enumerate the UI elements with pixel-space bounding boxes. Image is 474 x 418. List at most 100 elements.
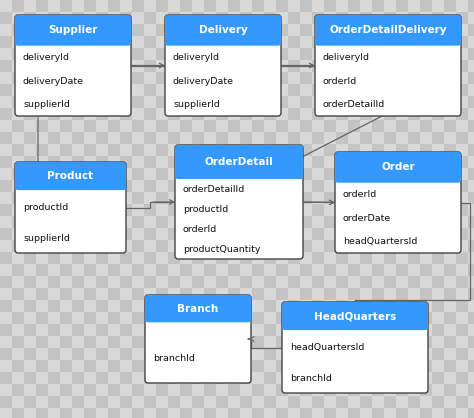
Bar	[108, 360, 120, 372]
Bar	[36, 228, 48, 240]
Bar	[168, 36, 180, 48]
Bar	[192, 276, 204, 288]
Bar	[312, 372, 324, 384]
Bar	[384, 204, 396, 216]
Bar	[408, 120, 420, 132]
Bar	[192, 240, 204, 252]
Bar	[12, 84, 24, 96]
Bar	[348, 120, 360, 132]
Bar	[288, 72, 300, 84]
Bar	[132, 24, 144, 36]
Bar	[408, 408, 420, 418]
Bar	[360, 48, 372, 60]
Bar	[108, 348, 120, 360]
Bar	[252, 132, 264, 144]
Bar	[408, 264, 420, 276]
Bar	[24, 60, 36, 72]
Bar	[408, 156, 420, 168]
Bar	[372, 348, 384, 360]
Bar	[228, 360, 240, 372]
Bar	[252, 228, 264, 240]
Bar	[84, 132, 96, 144]
Bar	[132, 96, 144, 108]
Bar	[84, 144, 96, 156]
Bar	[156, 180, 168, 192]
Bar	[360, 348, 372, 360]
Bar	[24, 408, 36, 418]
Bar	[132, 72, 144, 84]
Bar	[60, 384, 72, 396]
Bar	[216, 276, 228, 288]
Bar	[348, 0, 360, 12]
Bar	[0, 228, 12, 240]
Bar	[348, 240, 360, 252]
Bar	[240, 60, 252, 72]
Bar	[240, 180, 252, 192]
Bar	[12, 0, 24, 12]
Bar	[144, 384, 156, 396]
Bar	[276, 360, 288, 372]
Bar	[408, 84, 420, 96]
Bar	[96, 384, 108, 396]
Bar	[108, 384, 120, 396]
Text: branchId: branchId	[290, 375, 332, 383]
Bar	[384, 24, 396, 36]
Bar	[144, 228, 156, 240]
Bar	[456, 60, 468, 72]
Bar	[372, 108, 384, 120]
Bar	[12, 168, 24, 180]
Bar	[96, 372, 108, 384]
Text: productId: productId	[183, 204, 228, 214]
Bar	[288, 132, 300, 144]
Bar	[444, 216, 456, 228]
Bar	[60, 228, 72, 240]
Bar	[420, 36, 432, 48]
Bar	[108, 264, 120, 276]
Bar	[276, 300, 288, 312]
Bar	[324, 288, 336, 300]
Bar	[132, 120, 144, 132]
Bar	[276, 288, 288, 300]
Bar	[408, 132, 420, 144]
Bar	[252, 324, 264, 336]
Bar	[276, 24, 288, 36]
Bar	[384, 300, 396, 312]
Bar	[384, 156, 396, 168]
Bar	[372, 252, 384, 264]
Bar	[96, 264, 108, 276]
Bar	[288, 0, 300, 12]
Bar	[432, 372, 444, 384]
Bar	[360, 324, 372, 336]
Bar	[36, 96, 48, 108]
Bar	[408, 48, 420, 60]
Bar	[192, 192, 204, 204]
Bar	[264, 24, 276, 36]
Bar	[156, 120, 168, 132]
Bar	[24, 300, 36, 312]
Bar	[468, 384, 474, 396]
Bar	[240, 240, 252, 252]
Bar	[36, 336, 48, 348]
Bar	[24, 360, 36, 372]
Bar	[432, 96, 444, 108]
Bar	[384, 396, 396, 408]
Bar	[288, 264, 300, 276]
Bar	[372, 324, 384, 336]
Bar	[120, 408, 132, 418]
Bar	[252, 216, 264, 228]
Bar	[132, 60, 144, 72]
Bar	[168, 312, 180, 324]
Bar	[156, 168, 168, 180]
Bar	[228, 384, 240, 396]
Bar	[276, 48, 288, 60]
Bar	[264, 180, 276, 192]
Bar	[120, 204, 132, 216]
Bar	[456, 96, 468, 108]
FancyBboxPatch shape	[175, 145, 303, 179]
Bar	[60, 276, 72, 288]
Bar	[444, 204, 456, 216]
Bar	[420, 12, 432, 24]
Bar	[348, 84, 360, 96]
Bar	[252, 252, 264, 264]
Bar	[168, 60, 180, 72]
